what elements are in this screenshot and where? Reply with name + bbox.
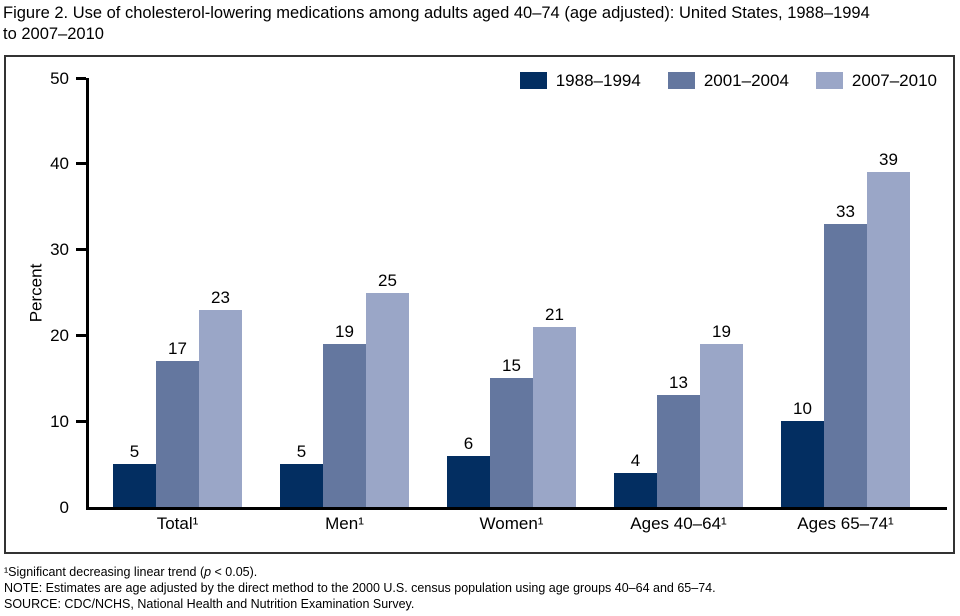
bar-value-label: 17 [168, 339, 187, 359]
bar-2007-2010 [533, 326, 576, 507]
bar-column: 39 [867, 151, 910, 507]
bar-2007-2010 [366, 292, 409, 507]
bar-column: 23 [199, 289, 242, 507]
bar-column: 17 [156, 340, 199, 507]
bar-value-label: 13 [669, 373, 688, 393]
bar-2007-2010 [867, 172, 910, 507]
bar-2001-2004 [490, 378, 533, 507]
x-axis-category-label: Ages 65–74¹ [797, 514, 894, 533]
bar-value-label: 5 [129, 442, 140, 462]
chart-frame: 1988–1994 2001–2004 2007–2010 Percent 0 1… [4, 55, 955, 554]
legend-item-2007-2010: 2007–2010 [815, 71, 937, 90]
bar-value-label: 19 [335, 321, 354, 341]
y-axis-tick [76, 162, 86, 166]
footnotes: ¹Significant decreasing linear trend (p … [4, 564, 716, 612]
y-axis-tick-label: 20 [50, 325, 69, 345]
bar-value-label: 33 [836, 201, 855, 221]
bar-value-label: 10 [793, 399, 812, 419]
y-axis-tick-label: 0 [59, 497, 69, 517]
y-axis-tick [76, 419, 86, 423]
bar-column: 19 [700, 323, 743, 507]
bar-group: 10 33 39 [781, 151, 910, 507]
bar-group: 4 13 19 [614, 323, 743, 507]
footnote-significance: ¹Significant decreasing linear trend (p … [4, 565, 258, 579]
x-axis-category-label: Men¹ [325, 514, 364, 533]
x-axis-category-label: Women¹ [479, 514, 544, 533]
bar-value-label: 15 [502, 356, 521, 376]
bar-2001-2004 [824, 223, 867, 507]
bar-1988-1994 [113, 464, 156, 507]
bar-column: 21 [533, 306, 576, 507]
footnote-note: NOTE: Estimates are age adjusted by the … [4, 581, 716, 595]
y-axis-tick-label: 30 [50, 240, 69, 260]
legend-swatch-2001-2004 [667, 72, 695, 89]
bar-value-label: 39 [879, 150, 898, 170]
legend-label: 2001–2004 [703, 71, 789, 90]
bar-value-label: 23 [211, 287, 230, 307]
bar-2001-2004 [323, 343, 366, 507]
bar-column: 5 [280, 443, 323, 507]
bar-value-label: 21 [545, 304, 564, 324]
y-axis-tick-label: 40 [50, 154, 69, 174]
legend-item-2001-2004: 2001–2004 [667, 71, 789, 90]
x-axis-category-label: Ages 40–64¹ [630, 514, 727, 533]
y-axis-tick-label: 10 [50, 411, 69, 431]
bar-column: 13 [657, 374, 700, 507]
y-axis-tick [76, 333, 86, 337]
bar-value-label: 19 [712, 321, 731, 341]
bar-value-label: 6 [463, 433, 474, 453]
bar-column: 15 [490, 357, 533, 507]
bar-column: 25 [366, 270, 409, 507]
bar-group: 5 19 25 [280, 270, 409, 507]
legend: 1988–1994 2001–2004 2007–2010 [519, 71, 937, 90]
bar-1988-1994 [280, 464, 323, 507]
bar-1988-1994 [614, 472, 657, 507]
bar-1988-1994 [447, 455, 490, 507]
bar-group: 6 15 21 [447, 306, 576, 507]
bar-group: 5 17 23 [113, 289, 242, 507]
plot-area: Percent 0 10 20 30 40 50 5 17 23 Total¹ 5 19 25 Men¹ 6… [26, 70, 947, 533]
legend-item-1988-1994: 1988–1994 [519, 71, 641, 90]
y-axis-tick [76, 248, 86, 252]
bar-2007-2010 [700, 343, 743, 507]
y-axis-title: Percent [11, 78, 61, 507]
legend-label: 1988–1994 [555, 71, 641, 90]
y-axis-tick-label: 50 [50, 68, 69, 88]
y-axis-title-text: Percent [26, 263, 45, 322]
bar-1988-1994 [781, 421, 824, 507]
bar-column: 6 [447, 435, 490, 507]
x-axis-category-label: Total¹ [156, 514, 199, 533]
bar-2001-2004 [657, 395, 700, 507]
y-axis-tick [76, 76, 86, 80]
bar-column: 4 [614, 452, 657, 507]
bar-column: 10 [781, 400, 824, 507]
bar-2007-2010 [199, 309, 242, 507]
legend-swatch-1988-1994 [519, 72, 547, 89]
bar-value-label: 5 [296, 442, 307, 462]
bar-column: 19 [323, 323, 366, 507]
figure-title: Figure 2. Use of cholesterol-lowering me… [3, 4, 870, 43]
bar-column: 5 [113, 443, 156, 507]
bar-value-label: 25 [378, 270, 397, 290]
bar-2001-2004 [156, 361, 199, 507]
bar-column: 33 [824, 203, 867, 507]
footnote-source: SOURCE: CDC/NCHS, National Health and Nu… [4, 597, 415, 611]
bar-value-label: 4 [630, 450, 641, 470]
legend-swatch-2007-2010 [815, 72, 843, 89]
legend-label: 2007–2010 [851, 71, 937, 90]
